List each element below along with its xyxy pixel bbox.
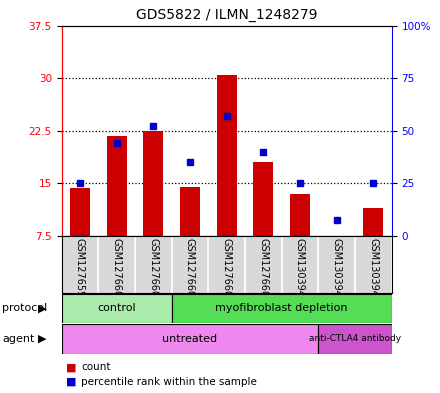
Bar: [180, 187, 200, 236]
Bar: [253, 162, 273, 236]
Text: ▶: ▶: [38, 334, 47, 344]
Bar: [106, 136, 127, 236]
Text: GSM1276604: GSM1276604: [258, 237, 268, 303]
Bar: [70, 188, 90, 236]
Text: GSM1276599: GSM1276599: [75, 237, 85, 303]
Title: GDS5822 / ILMN_1248279: GDS5822 / ILMN_1248279: [136, 8, 317, 22]
Text: GSM1303941: GSM1303941: [332, 237, 341, 303]
Text: percentile rank within the sample: percentile rank within the sample: [81, 377, 257, 387]
Text: untreated: untreated: [162, 334, 217, 344]
Bar: [363, 208, 383, 236]
Bar: [62, 294, 172, 323]
Text: agent: agent: [2, 334, 35, 344]
Bar: [143, 130, 163, 236]
Text: GSM1276600: GSM1276600: [112, 237, 121, 303]
Text: GSM1276603: GSM1276603: [222, 237, 231, 303]
Text: myofibroblast depletion: myofibroblast depletion: [215, 303, 348, 313]
Bar: [172, 294, 392, 323]
Text: control: control: [97, 303, 136, 313]
Text: count: count: [81, 362, 111, 373]
Text: ■: ■: [66, 377, 77, 387]
Bar: [216, 75, 237, 236]
Text: GSM1303942: GSM1303942: [368, 237, 378, 303]
Text: ■: ■: [66, 362, 77, 373]
Text: GSM1276601: GSM1276601: [148, 237, 158, 303]
Bar: [62, 324, 318, 354]
Bar: [290, 194, 310, 236]
Text: ▶: ▶: [38, 303, 47, 313]
Text: GSM1303940: GSM1303940: [295, 237, 305, 303]
Text: protocol: protocol: [2, 303, 48, 313]
Text: GSM1276602: GSM1276602: [185, 237, 195, 303]
Bar: [318, 324, 392, 354]
Text: anti-CTLA4 antibody: anti-CTLA4 antibody: [309, 334, 401, 343]
